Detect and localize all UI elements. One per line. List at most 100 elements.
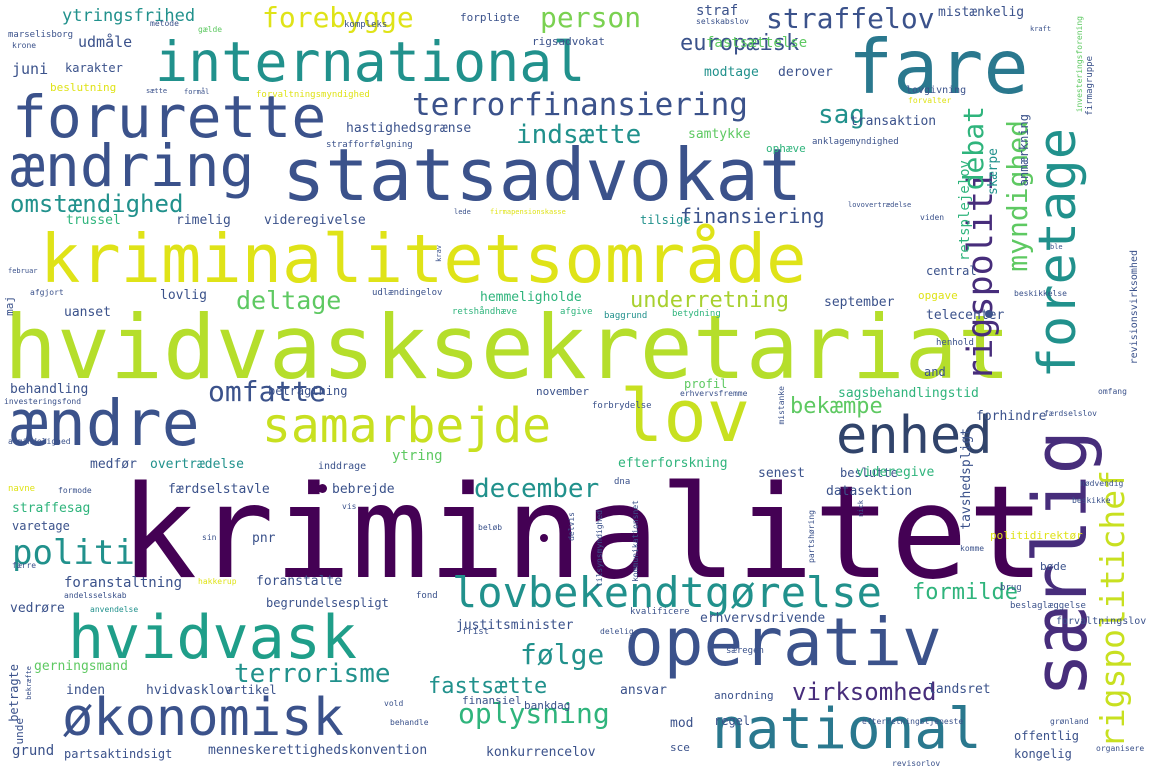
word-vis: vis — [342, 502, 357, 511]
word-saette: sætte — [146, 87, 168, 95]
word-offentlig: offentlig — [1014, 729, 1080, 743]
word-behandle: behandle — [390, 718, 429, 727]
word-fare: fare — [848, 23, 1029, 111]
word-forvalter: forvalter — [908, 96, 952, 105]
word-inddrage: inddrage — [318, 461, 367, 472]
word-erhvervsfremme: erhvervsfremme — [680, 389, 748, 398]
word-menneskerettighedskonvention: menneskerettighedskonvention — [208, 743, 428, 758]
word-partsaktindsigt: partsaktindsigt — [64, 747, 173, 761]
word-modtage: modtage — [704, 65, 759, 80]
word-belob: beløb — [478, 523, 503, 532]
word-forpligte: forpligte — [460, 11, 520, 24]
word-samtykke: samtykke — [688, 127, 751, 142]
word-omstaendighed: omstændighed — [10, 190, 184, 218]
word-faerre: færre — [12, 561, 37, 570]
word-central: central — [926, 264, 977, 278]
word-operativ: operativ — [624, 604, 942, 681]
word-fastsaettelse: fastsættelse — [706, 35, 808, 51]
word-beskikkelse: beskikkelse — [1014, 289, 1067, 298]
word-oplysning: oplysning — [458, 697, 610, 730]
word-delvis: delvis — [567, 512, 576, 541]
word-sagsbehandlingstid: sagsbehandlingstid — [838, 386, 979, 401]
word-overtraedelse: overtrædelse — [150, 457, 244, 472]
word-beslaglaeggelse: beslaglæggelse — [1010, 601, 1086, 611]
word-indsaette: indsætte — [516, 120, 642, 150]
word-mistanke: mistanke — [777, 386, 786, 425]
word-formilde: formilde — [912, 580, 1018, 605]
word-and: and — [924, 365, 946, 379]
word-samarbejde: samarbejde — [262, 398, 551, 454]
word-ble: ble — [1050, 243, 1063, 251]
word-straf: straf — [696, 3, 739, 19]
word-formode: formode — [58, 486, 92, 495]
word-uanset: uanset — [64, 305, 111, 320]
word-anmaerkning: anmærkning — [1017, 114, 1031, 187]
word-profil: profil — [684, 377, 728, 391]
word-hvidvasksekretariat: hvidvasksekretariat — [4, 296, 1011, 399]
word-forurette: forurette — [12, 83, 327, 151]
word-kompleks: kompleks — [344, 20, 388, 30]
word-foranstalte: foranstalte — [256, 574, 343, 589]
word-gerningsmand: gerningsmand — [34, 659, 128, 674]
word-enhed: enhed — [836, 406, 993, 466]
word-grund: grund — [12, 743, 55, 759]
word-oekonomisk: økonomisk — [62, 688, 344, 748]
word-beslutning: beslutning — [50, 81, 117, 94]
word-rigsadvokat: rigsadvokat — [532, 35, 605, 48]
word-transaktion: transaktion — [850, 114, 937, 129]
word-betragte: betragte — [7, 664, 21, 722]
word-baggrund: baggrund — [604, 311, 648, 321]
word-tilsynsmyndighed: tilsynsmyndighed — [595, 510, 604, 588]
word-national: national — [712, 697, 982, 762]
word-aendre: ændre — [10, 387, 200, 460]
word-delelig: delelig — [600, 627, 634, 636]
word-brug: brug — [1000, 583, 1022, 593]
word-politidirektoer: politidirektør — [990, 529, 1083, 542]
word-fond: fond — [416, 591, 438, 601]
dot — [318, 484, 327, 493]
word-telecenter: telecenter — [926, 308, 1005, 323]
word-behandling: behandling — [10, 382, 89, 397]
word-politi: politi — [12, 533, 135, 573]
word-frist: frist — [462, 627, 490, 637]
word-mistaenkelig: mistænkelig — [938, 5, 1025, 20]
word-omfatte: omfatte — [208, 375, 327, 408]
word-kvalificere: kvalificere — [630, 607, 690, 617]
word-ansvar: ansvar — [620, 683, 667, 698]
word-forbrydelse: forbrydelse — [592, 401, 652, 411]
word-hakkerup: hakkerup — [198, 577, 237, 586]
word-krav: krav — [435, 245, 443, 262]
word-lovbekendtgoerelse: lovbekendtgørelse — [452, 568, 882, 617]
word-anvendelse: anvendelse — [90, 605, 139, 614]
word-international: international — [155, 30, 586, 94]
word-december: december — [474, 474, 600, 504]
word-firmapensionskasse: firmapensionskasse — [490, 208, 566, 216]
word-forebygge: forebygge — [262, 1, 414, 34]
word-fastsaette: fastsætte — [428, 674, 548, 699]
word-videregivelse: videregivelse — [264, 213, 366, 228]
word-retsplejelov: retsplejelov — [957, 160, 973, 262]
word-erhvervsdrivende: erhvervsdrivende — [700, 611, 826, 626]
word-almindelighed: almindelighed — [8, 437, 71, 446]
word-omfang: omfang — [1098, 387, 1127, 396]
word-lede: lede — [454, 208, 471, 216]
word-udmaale: udmåle — [78, 33, 133, 51]
word-trussel: trussel — [66, 213, 121, 228]
word-landsret: landsret — [928, 682, 991, 697]
word-virksomhed: virksomhed — [792, 678, 937, 706]
word-hastighedsgraense: hastighedsgrænse — [346, 121, 472, 136]
word-forhindre: forhindre — [976, 409, 1047, 424]
word-medfoer: medfør — [90, 457, 137, 472]
word-firmagruppe: firmagruppe — [1085, 56, 1095, 116]
word-tilsige: tilsige — [640, 213, 691, 227]
word-unde: unde — [13, 718, 26, 745]
word-organisere: organisere — [1096, 744, 1145, 753]
word-komme: komme — [960, 544, 985, 553]
word-revisorlov: revisorlov — [892, 759, 941, 768]
word-person: person — [540, 1, 642, 34]
word-kriminalitet: kriminalitet — [120, 459, 1045, 608]
word-underretning: underretning — [630, 288, 789, 313]
word-ophaeve: ophæve — [766, 142, 806, 155]
word-sin: sin — [202, 533, 217, 542]
